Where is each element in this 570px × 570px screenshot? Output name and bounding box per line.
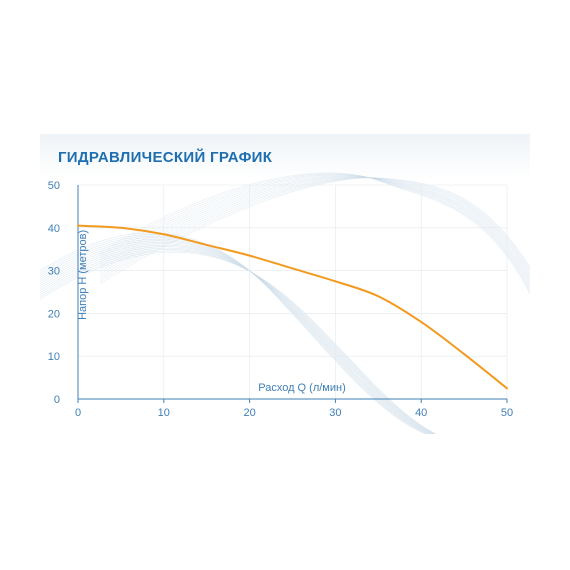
x-tick-label: 40 <box>415 407 427 419</box>
hydraulic-chart: 0 10 20 30 40 50 0 10 20 30 40 50 Расход Q (л/мин) На… <box>40 134 530 434</box>
decor-wave-upper <box>99 173 530 293</box>
series-line-0 <box>77 224 508 390</box>
decor-wave-lower <box>40 247 435 434</box>
decor-wave-upper <box>99 173 530 291</box>
chart-panel: 0 10 20 30 40 50 0 10 20 30 40 50 Расход Q (л/мин) На… <box>40 134 530 434</box>
decor-wave-upper <box>99 177 530 280</box>
axis-labels: 0 10 20 30 40 50 0 10 20 30 40 50 Расход Q (л/мин) На… <box>48 180 513 419</box>
x-axis-title: Расход Q (л/мин) <box>258 382 346 394</box>
decor-wave-lower <box>40 235 429 434</box>
y-tick-label: 40 <box>48 223 60 235</box>
decor-wave-upper <box>99 176 530 281</box>
y-tick-label: 30 <box>48 266 60 278</box>
series-lines <box>77 224 508 390</box>
axes <box>77 185 508 403</box>
decorative-wave-lines <box>40 172 530 434</box>
decor-wave-upper <box>99 177 530 285</box>
decor-wave-lower <box>40 238 430 434</box>
decor-wave-upper <box>99 172 530 295</box>
y-tick-label: 0 <box>54 394 60 406</box>
decor-wave-lower <box>40 232 426 434</box>
decor-wave-upper <box>99 177 530 282</box>
decor-wave-upper <box>99 177 530 278</box>
decor-wave-upper <box>99 176 530 279</box>
decor-wave-upper <box>99 175 530 285</box>
decor-wave-lower <box>40 246 434 434</box>
decor-wave-upper <box>99 177 530 277</box>
x-tick-label: 0 <box>75 407 81 419</box>
x-tick-label: 20 <box>243 407 255 419</box>
decor-wave-upper <box>99 175 530 287</box>
x-tick-label: 50 <box>501 407 513 419</box>
decor-wave-lower <box>40 250 436 434</box>
x-tick-label: 10 <box>158 407 170 419</box>
decor-wave-lower <box>40 234 427 434</box>
grid-lines <box>78 184 508 399</box>
decor-wave-lower <box>40 237 430 434</box>
decor-wave-lower <box>40 244 434 434</box>
decor-wave-lower <box>40 249 436 434</box>
chart-title: ГИДРАВЛИЧЕСКИЙ ГРАФИК <box>58 149 273 166</box>
decor-wave-upper <box>99 176 530 283</box>
decor-wave-lower <box>40 241 432 434</box>
y-tick-label: 10 <box>48 351 60 363</box>
decor-wave-lower <box>40 251 437 434</box>
y-axis-title: Напор H (метров) <box>77 230 89 320</box>
x-tick-label: 30 <box>329 407 341 419</box>
decor-wave-upper <box>99 174 530 289</box>
y-tick-label: 20 <box>48 308 60 320</box>
decor-wave-lower <box>40 243 433 434</box>
y-tick-label: 50 <box>48 180 60 192</box>
decor-wave-lower <box>40 240 431 434</box>
title-band <box>40 134 530 179</box>
